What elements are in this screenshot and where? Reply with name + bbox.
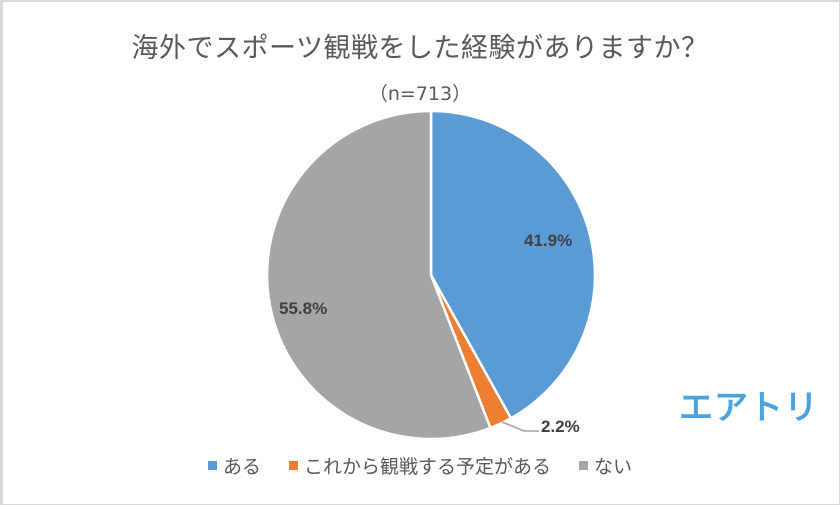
legend-item-yotei: これから観戦する予定がある (288, 452, 551, 479)
slice-aru (429, 109, 597, 420)
chart-subtitle: （n=713） (368, 83, 472, 105)
label-yotei: 2.2% (541, 417, 580, 436)
leader-line (501, 421, 539, 432)
legend-label: ない (594, 456, 633, 478)
chart-title: 海外でスポーツ観戦をした経験がありますか？ (131, 33, 709, 64)
legend: ある これから観戦する予定がある ない (0, 452, 840, 479)
legend-swatch-orange (288, 461, 298, 470)
legend-item-aru: ある (207, 452, 261, 479)
legend-label: これから観戦する予定がある (303, 456, 551, 478)
slice-nai (265, 109, 493, 441)
legend-swatch-gray (579, 461, 588, 470)
legend-item-nai: ない (579, 452, 632, 479)
label-aru: 41.9% (524, 231, 573, 250)
label-nai: 55.8% (279, 299, 328, 318)
legend-label: ある (222, 456, 261, 478)
legend-swatch-blue (207, 461, 217, 470)
airtrip-logo: エアトリ (679, 388, 819, 428)
